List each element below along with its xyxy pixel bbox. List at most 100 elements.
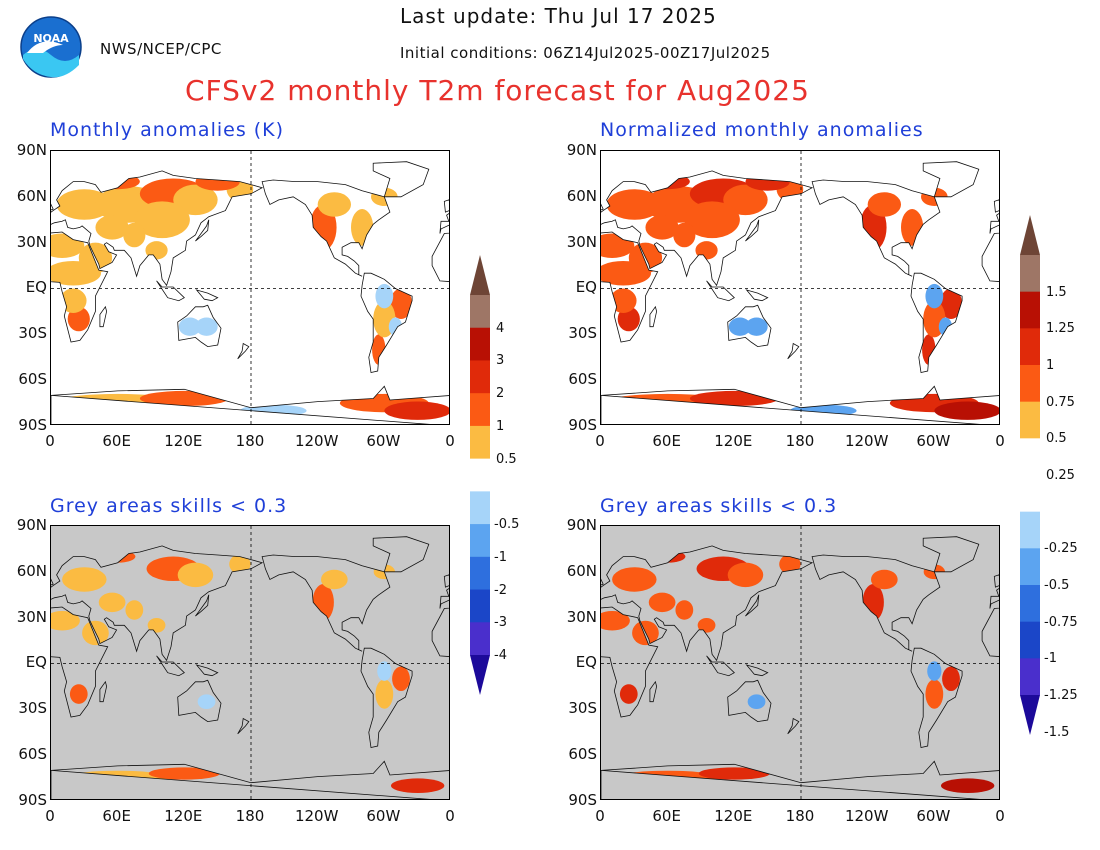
colorbar-label: -0.25 <box>1044 541 1078 557</box>
colorbar-top-arrow <box>1020 215 1040 255</box>
anomaly-patch <box>612 567 657 592</box>
colorbar-swatch <box>1020 658 1040 696</box>
landmass <box>787 718 799 734</box>
lat-tick-label: 60N <box>16 561 47 580</box>
coastline <box>237 342 250 360</box>
coastline <box>727 304 772 348</box>
anomaly-patch <box>388 317 403 336</box>
coastline <box>177 679 222 723</box>
anomaly-patch <box>697 617 716 633</box>
colorbar-swatch <box>470 491 490 525</box>
landmass <box>982 608 999 657</box>
colorbar-swatch <box>1020 401 1040 439</box>
lon-tick-label: 60E <box>102 432 131 450</box>
lat-tick-label: 30S <box>18 699 47 718</box>
anomaly-patch <box>609 288 637 313</box>
colorbar-anomalies: 4 3 2 1 0.5 -0.5 -1 -2 -3 -4 <box>470 255 519 695</box>
anomaly-patch <box>148 767 220 780</box>
anomaly-patch <box>606 189 663 220</box>
coastline <box>727 679 772 723</box>
map-canvas <box>601 526 999 799</box>
coastline <box>811 554 941 652</box>
landmass <box>706 655 735 676</box>
landmass <box>601 761 999 799</box>
anomaly-patch <box>51 261 101 286</box>
colorbar-swatch <box>470 458 490 492</box>
landmass <box>787 343 799 359</box>
lat-tick-label: 60N <box>566 186 597 205</box>
colorbar-swatch <box>470 556 490 591</box>
anomaly-patch <box>673 222 696 248</box>
map-panel-skill-masked-normalized <box>600 525 1000 800</box>
coastline <box>993 574 999 588</box>
coastline <box>601 545 814 662</box>
anomaly-patch <box>723 184 768 216</box>
colorbar-bottom-arrow <box>470 655 490 695</box>
lat-tick-label: EQ <box>25 278 47 297</box>
anomaly-patch <box>684 201 740 239</box>
anomaly-patch <box>925 283 944 309</box>
colorbar-label: -0.5 <box>494 517 520 533</box>
colorbar-swatch <box>1020 291 1040 329</box>
anomaly-patch <box>51 401 96 414</box>
map-canvas <box>601 151 999 424</box>
lon-tick-label: 0 <box>995 807 1005 825</box>
anomaly-patch <box>779 554 801 574</box>
lat-tick-label: 60N <box>16 186 47 205</box>
anomaly-patch <box>98 592 126 613</box>
colorbar-swatch <box>1020 328 1040 366</box>
landmass <box>746 665 768 676</box>
coastline <box>237 717 250 735</box>
colorbar-swatch <box>470 524 490 558</box>
anomaly-patch <box>925 679 944 709</box>
lon-tick-label: 120E <box>714 807 753 825</box>
lon-tick-label: 60W <box>366 432 401 450</box>
anomaly-patch <box>695 241 718 260</box>
colorbar-label: 1 <box>496 418 505 434</box>
anomaly-patch <box>601 401 646 414</box>
coastline <box>156 280 185 302</box>
lat-tick-label: 30N <box>16 232 47 251</box>
lat-tick-label: 30S <box>568 324 597 343</box>
anomaly-patch <box>938 317 953 336</box>
lon-tick-label: 0 <box>595 432 605 450</box>
lat-tick-label: 30N <box>16 607 47 626</box>
main-title: CFSv2 monthly T2m forecast for Aug2025 <box>185 74 810 107</box>
landmass <box>373 161 429 197</box>
lat-tick-label: EQ <box>25 653 47 672</box>
colorbar-top-arrow <box>470 255 490 295</box>
colorbar-label: 0.5 <box>1046 431 1067 447</box>
coastline <box>99 305 108 328</box>
anomaly-patch <box>745 172 790 191</box>
lat-tick-label: 30S <box>18 324 47 343</box>
colorbar-swatch <box>1020 255 1040 293</box>
map-panel-monthly-anomalies <box>50 150 450 425</box>
anomaly-patch <box>134 201 190 239</box>
landmass <box>649 306 657 327</box>
lat-tick-label: 30N <box>566 607 597 626</box>
lon-tick-label: 180 <box>785 432 815 450</box>
anomaly-patch <box>745 317 768 336</box>
coastline <box>745 594 760 617</box>
lat-tick-label: 90N <box>566 516 597 534</box>
lon-tick-label: 0 <box>595 807 605 825</box>
coastline <box>51 578 54 586</box>
panel-title-skill-masked-right: Grey areas skills < 0.3 <box>600 495 838 517</box>
coastline <box>372 161 430 198</box>
agency-label: NWS/NCEP/CPC <box>100 40 222 58</box>
coastline <box>177 304 222 348</box>
anomaly-patch <box>51 610 80 631</box>
anomaly-patch <box>392 666 410 691</box>
coastline <box>601 606 659 718</box>
coastline <box>601 170 814 287</box>
colorbar-swatch <box>470 295 490 329</box>
anomaly-patch <box>689 390 779 407</box>
coastline <box>601 760 999 799</box>
colorbar-swatch <box>470 360 490 394</box>
noaa-logo: NOAA <box>19 15 83 79</box>
coastline <box>649 305 658 328</box>
lat-tick-label: 90S <box>568 790 597 809</box>
colorbar-label: -2 <box>494 582 507 598</box>
lon-tick-label: 60W <box>366 807 401 825</box>
anomaly-patch <box>95 215 129 240</box>
